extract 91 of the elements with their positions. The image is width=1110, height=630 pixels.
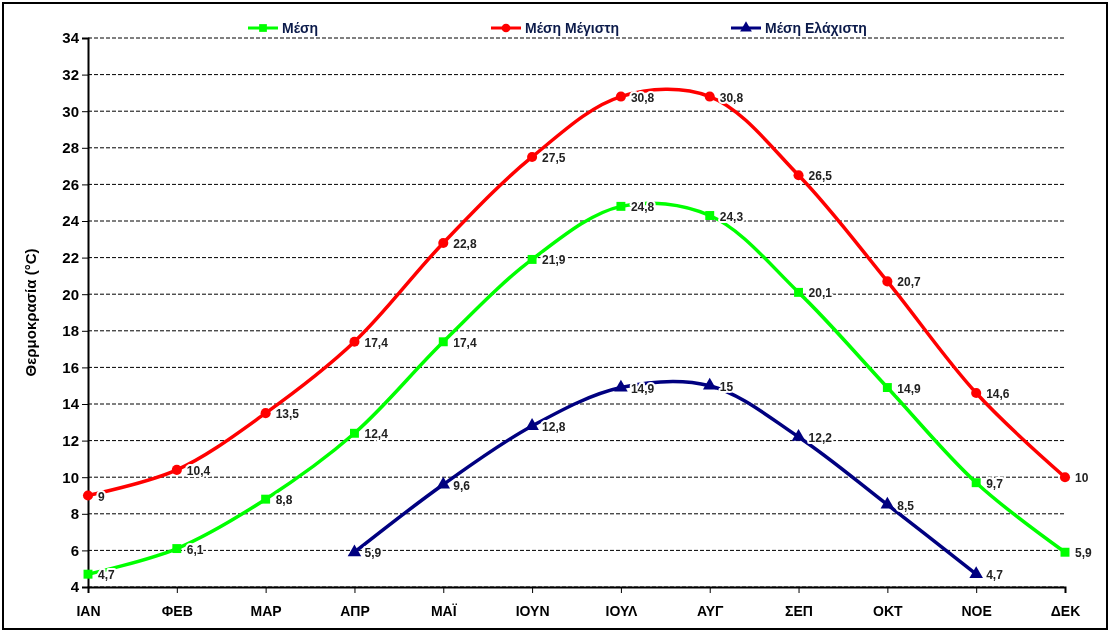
point bbox=[969, 566, 983, 579]
data-label: 9,6 bbox=[453, 478, 471, 493]
data-label: 17,4 bbox=[364, 335, 389, 350]
data-label: 21,9 bbox=[542, 253, 566, 268]
y-tick-label: 8 bbox=[70, 505, 79, 523]
y-tick-label: 10 bbox=[62, 468, 79, 486]
y-tick-label: 22 bbox=[62, 248, 79, 266]
point bbox=[615, 91, 626, 102]
legend-label: Μέση Μέγιστη bbox=[525, 20, 620, 36]
y-tick-label: 28 bbox=[62, 139, 79, 157]
data-label: 9,7 bbox=[986, 476, 1004, 491]
point bbox=[260, 408, 271, 419]
point bbox=[438, 237, 449, 248]
x-tick-label: ΣΕΠ bbox=[785, 602, 813, 619]
point bbox=[1059, 472, 1071, 483]
point bbox=[83, 569, 93, 579]
y-tick-label: 30 bbox=[62, 102, 79, 120]
data-label: 5,9 bbox=[1075, 546, 1093, 561]
point bbox=[1060, 547, 1070, 557]
data-label: 10,4 bbox=[186, 463, 211, 478]
y-tick-label: 32 bbox=[62, 65, 79, 83]
point bbox=[436, 476, 451, 489]
x-tick-label: ΙΑΝ bbox=[76, 602, 101, 619]
data-label: 14,6 bbox=[986, 387, 1010, 402]
point bbox=[527, 254, 537, 264]
data-label: 27,5 bbox=[542, 150, 566, 165]
data-label: 30,8 bbox=[630, 90, 655, 105]
x-tick-label: ΑΥΓ bbox=[696, 602, 725, 619]
data-label: 12,8 bbox=[542, 419, 566, 434]
point bbox=[438, 337, 448, 347]
point bbox=[349, 428, 359, 438]
point bbox=[880, 496, 895, 509]
legend-label: Μέση Ελάχιστη bbox=[765, 20, 867, 36]
y-tick-label: 6 bbox=[70, 541, 79, 559]
x-tick-label: ΑΠΡ bbox=[340, 602, 370, 619]
legend-label: Μέση bbox=[282, 20, 319, 36]
data-label: 24,3 bbox=[719, 209, 744, 224]
point bbox=[793, 170, 804, 181]
x-tick-label: ΜΑΡ bbox=[250, 602, 282, 619]
x-tick-label: ΙΟΥΛ bbox=[605, 602, 638, 619]
point bbox=[82, 490, 94, 501]
point bbox=[172, 544, 182, 554]
point bbox=[791, 429, 806, 441]
data-label: 9 bbox=[98, 489, 105, 504]
data-label: 20,7 bbox=[897, 275, 922, 290]
point bbox=[261, 494, 271, 504]
data-label: 26,5 bbox=[808, 169, 833, 184]
point bbox=[794, 287, 804, 297]
x-tick-label: ΜΑΪ bbox=[430, 602, 458, 619]
x-tick-label: ΟΚΤ bbox=[873, 602, 904, 619]
x-tick-label: ΝΟΕ bbox=[961, 602, 992, 619]
point bbox=[527, 151, 538, 162]
point bbox=[614, 379, 628, 392]
point bbox=[347, 544, 362, 557]
point bbox=[971, 387, 982, 399]
point bbox=[704, 91, 715, 102]
y-axis-title: Θερμοκρασία (°C) bbox=[22, 248, 39, 377]
y-tick-label: 4 bbox=[70, 578, 80, 596]
data-label: 12,4 bbox=[364, 427, 389, 442]
data-label: 14,9 bbox=[630, 381, 655, 396]
y-tick-label: 14 bbox=[62, 395, 80, 413]
y-tick-label: 16 bbox=[62, 358, 79, 376]
data-label: 15 bbox=[719, 379, 734, 394]
data-label: 8,5 bbox=[897, 498, 915, 513]
data-label: 17,4 bbox=[453, 335, 477, 350]
point bbox=[616, 201, 626, 211]
point bbox=[349, 336, 360, 347]
point bbox=[882, 383, 892, 392]
data-label: 4,7 bbox=[986, 568, 1004, 583]
y-tick-label: 12 bbox=[62, 431, 79, 449]
x-tick-label: ΔΕΚ bbox=[1050, 602, 1081, 619]
y-tick-label: 24 bbox=[62, 212, 80, 230]
y-tick-label: 18 bbox=[62, 322, 79, 340]
data-label: 4,7 bbox=[98, 568, 116, 583]
point bbox=[171, 464, 182, 475]
data-label: 14,9 bbox=[897, 381, 922, 396]
point bbox=[882, 276, 893, 287]
data-label: 22,8 bbox=[453, 236, 477, 251]
y-tick-label: 26 bbox=[62, 175, 79, 193]
data-label: 10 bbox=[1075, 471, 1089, 486]
point bbox=[525, 418, 539, 430]
data-label: 8,8 bbox=[275, 493, 293, 508]
x-tick-label: ΦΕΒ bbox=[161, 602, 193, 619]
point bbox=[705, 211, 715, 220]
data-label: 30,8 bbox=[719, 90, 744, 105]
y-tick-label: 20 bbox=[62, 285, 79, 303]
y-tick-label: 34 bbox=[62, 29, 80, 47]
point bbox=[702, 377, 717, 390]
data-label: 13,5 bbox=[275, 407, 300, 422]
x-tick-label: ΙΟΥΝ bbox=[515, 602, 550, 619]
point bbox=[971, 478, 981, 488]
